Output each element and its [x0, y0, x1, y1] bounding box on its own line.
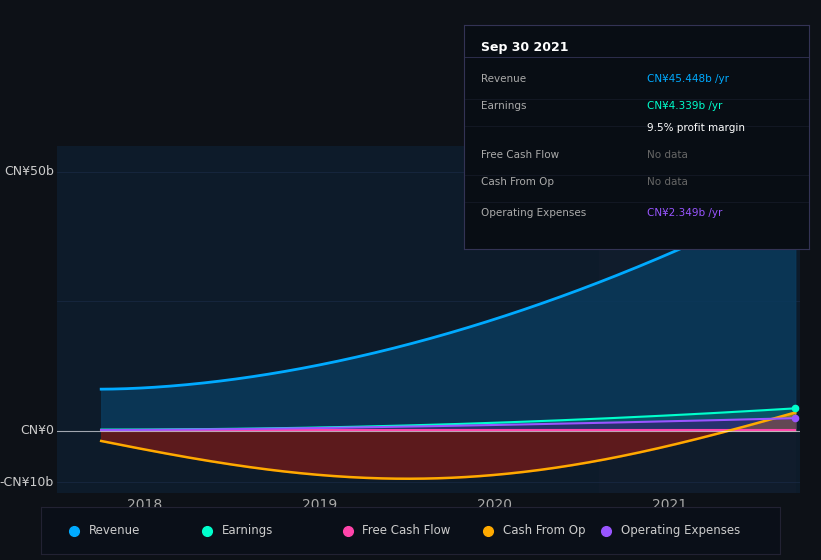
Text: Operating Expenses: Operating Expenses	[481, 208, 586, 218]
Point	[789, 414, 802, 423]
Text: Revenue: Revenue	[89, 524, 140, 537]
Text: No data: No data	[647, 177, 687, 187]
Text: Free Cash Flow: Free Cash Flow	[481, 150, 559, 160]
Text: Earnings: Earnings	[222, 524, 273, 537]
Text: Operating Expenses: Operating Expenses	[621, 524, 741, 537]
Text: CN¥4.339b /yr: CN¥4.339b /yr	[647, 101, 722, 111]
Point	[789, 404, 802, 413]
Text: Revenue: Revenue	[481, 74, 526, 84]
Text: Cash From Op: Cash From Op	[481, 177, 554, 187]
Text: Cash From Op: Cash From Op	[502, 524, 585, 537]
Text: Sep 30 2021: Sep 30 2021	[481, 41, 569, 54]
Text: Free Cash Flow: Free Cash Flow	[363, 524, 451, 537]
Text: CN¥45.448b /yr: CN¥45.448b /yr	[647, 74, 728, 84]
Text: CN¥2.349b /yr: CN¥2.349b /yr	[647, 208, 722, 218]
Point	[789, 190, 802, 199]
Text: CN¥50b: CN¥50b	[4, 165, 53, 178]
Text: CN¥0: CN¥0	[20, 424, 53, 437]
Text: No data: No data	[647, 150, 687, 160]
Text: Earnings: Earnings	[481, 101, 526, 111]
Bar	[599, 146, 796, 493]
Text: 9.5% profit margin: 9.5% profit margin	[647, 123, 745, 133]
Text: -CN¥10b: -CN¥10b	[0, 476, 53, 489]
